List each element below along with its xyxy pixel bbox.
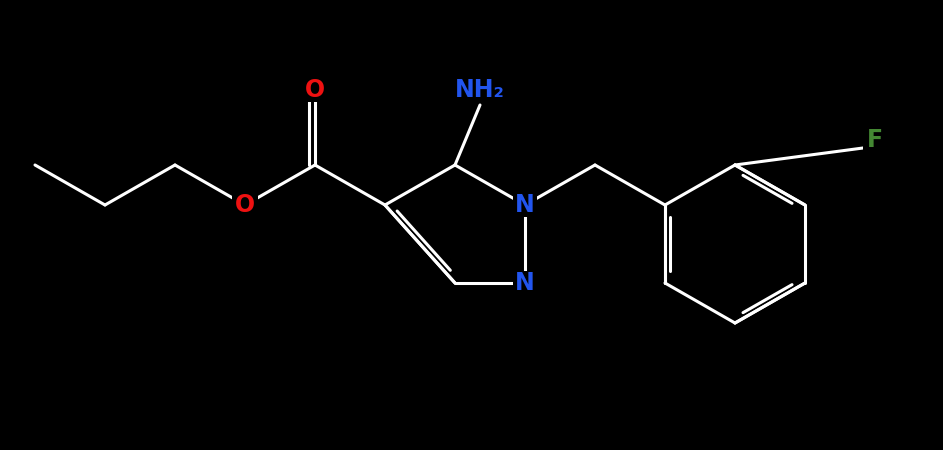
- FancyBboxPatch shape: [458, 77, 502, 103]
- FancyBboxPatch shape: [232, 193, 258, 217]
- Text: F: F: [867, 128, 883, 152]
- Text: O: O: [235, 193, 255, 217]
- Text: N: N: [515, 271, 535, 295]
- Text: N: N: [515, 193, 535, 217]
- Text: NH₂: NH₂: [455, 78, 505, 102]
- Text: O: O: [305, 78, 325, 102]
- FancyBboxPatch shape: [513, 271, 537, 295]
- FancyBboxPatch shape: [513, 193, 537, 217]
- FancyBboxPatch shape: [863, 128, 887, 152]
- FancyBboxPatch shape: [302, 78, 328, 102]
